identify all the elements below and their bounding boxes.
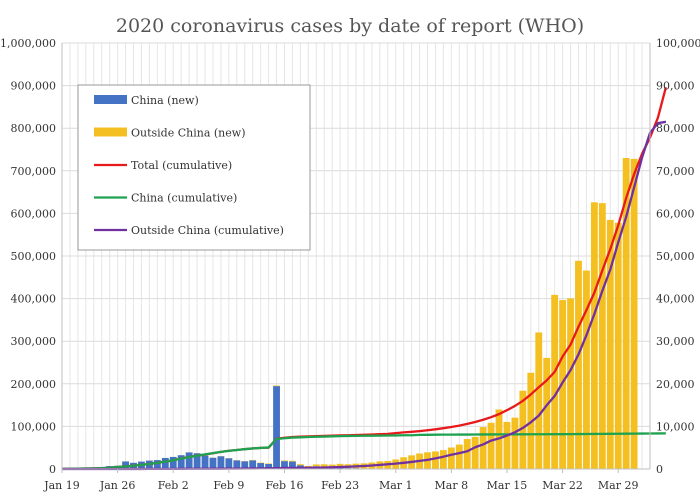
bar-china-new: [289, 461, 296, 469]
bar-outside-china-new: [583, 270, 590, 469]
bar-outside-china-new: [487, 422, 495, 469]
bar-china-new: [122, 461, 129, 469]
bar-outside-china-new: [479, 427, 487, 469]
bar-outside-china-new: [328, 464, 336, 468]
legend-label: Total (cumulative): [131, 159, 232, 172]
left-y-tick-label: 200,000: [11, 378, 57, 391]
bar-outside-china-new: [535, 332, 543, 469]
bar-outside-china-new: [527, 372, 535, 469]
x-tick-label: Mar 1: [379, 479, 413, 492]
bar-outside-china-new: [551, 294, 559, 469]
bar-china-new: [217, 456, 225, 469]
bar-outside-china-new: [289, 460, 296, 462]
bar-outside-china-new: [273, 385, 280, 387]
right-y-tick-label: 40,000: [656, 293, 695, 306]
right-y-tick-label: 0: [656, 463, 663, 476]
right-y-tick-label: 20,000: [656, 378, 695, 391]
bar-china-new: [265, 463, 273, 469]
x-tick-label: Mar 29: [598, 479, 639, 492]
axes: 0 0 100,000 10,000 200,000 20,000 300,000 30,00…: [0, 37, 700, 492]
left-y-tick-label: 300,000: [11, 335, 57, 348]
bar-china-new: [161, 457, 169, 469]
left-y-tick-label: 500,000: [11, 250, 57, 263]
right-y-tick-label: 100,000: [656, 37, 700, 50]
x-tick-label: Feb 23: [321, 479, 359, 492]
bar-china-new: [257, 463, 265, 469]
bar-outside-china-new: [606, 219, 614, 469]
line-china-cumulative: [61, 432, 666, 471]
bar-china-new: [281, 461, 288, 469]
bar-outside-china-new: [614, 222, 622, 469]
bar-china-new: [201, 455, 209, 469]
bar-outside-china-new: [455, 444, 463, 469]
bar-outside-china-new: [567, 298, 574, 469]
bar-outside-china-new: [471, 436, 479, 469]
legend-swatch: [94, 127, 127, 137]
right-y-tick-label: 50,000: [656, 250, 695, 263]
right-y-tick-label: 60,000: [656, 207, 695, 220]
left-y-tick-label: 0: [49, 463, 56, 476]
right-y-tick-label: 80,000: [656, 122, 695, 135]
legend-label: Outside China (cumulative): [131, 224, 284, 237]
x-tick-label: Feb 16: [265, 479, 303, 492]
bar-outside-china-new: [543, 357, 551, 469]
legend-label: Outside China (new): [131, 127, 246, 140]
bar-outside-china-new: [312, 464, 320, 467]
left-y-tick-label: 700,000: [11, 165, 57, 178]
chart-title: 2020 coronavirus cases by date of report…: [116, 15, 584, 37]
x-tick-label: Feb 9: [213, 479, 244, 492]
bar-china-new: [177, 455, 185, 469]
bar-outside-china-new: [622, 158, 630, 469]
bar-china-new: [169, 456, 177, 469]
bar-china-new: [209, 457, 217, 469]
legend-label: China (cumulative): [131, 192, 237, 205]
bar-china-new: [153, 460, 161, 469]
legend-swatch: [94, 95, 127, 104]
bar-china-new: [241, 461, 249, 469]
right-y-tick-label: 70,000: [656, 165, 695, 178]
bar-outside-china-new: [447, 447, 455, 469]
bar-outside-china-new: [590, 202, 598, 469]
x-tick-label: Jan 26: [99, 479, 136, 492]
bar-outside-china-new: [336, 463, 344, 468]
left-y-tick-label: 400,000: [11, 293, 57, 306]
bar-outside-china-new: [463, 439, 471, 469]
bar-outside-china-new: [432, 451, 439, 469]
left-y-tick-label: 600,000: [11, 207, 57, 220]
legend-label: China (new): [131, 94, 199, 107]
legend-box: [77, 84, 311, 251]
bar-china-new: [233, 460, 241, 469]
left-y-tick-label: 800,000: [11, 122, 57, 135]
bar-outside-china-new: [296, 464, 304, 466]
bar-outside-china-new: [320, 464, 328, 467]
left-y-tick-label: 100,000: [11, 420, 57, 433]
right-y-tick-label: 10,000: [656, 420, 695, 433]
right-y-tick-label: 90,000: [656, 80, 695, 93]
bar-outside-china-new: [281, 460, 288, 462]
bar-outside-china-new: [511, 417, 519, 469]
bar-outside-china-new: [503, 421, 511, 469]
left-y-tick-label: 900,000: [11, 80, 57, 93]
x-tick-label: Jan 19: [43, 479, 80, 492]
bar-outside-china-new: [630, 158, 638, 469]
bar-outside-china-new: [439, 450, 447, 469]
left-y-tick-label: 1,000,000: [0, 37, 56, 50]
x-tick-label: Mar 15: [487, 479, 528, 492]
bar-outside-china-new: [598, 203, 606, 469]
bar-china-new: [225, 458, 233, 469]
bar-china-new: [193, 453, 201, 469]
bar-outside-china-new: [519, 390, 527, 469]
x-tick-label: Mar 8: [435, 479, 469, 492]
x-tick-label: Feb 2: [158, 479, 189, 492]
legend: China (new) Outside China (new) Total (cum…: [77, 84, 311, 251]
bar-china-new: [249, 460, 257, 469]
bar-outside-china-new: [575, 260, 582, 469]
x-tick-label: Mar 22: [542, 479, 583, 492]
right-y-tick-label: 30,000: [656, 335, 695, 348]
bar-china-new: [273, 386, 280, 469]
bar-china-new: [185, 452, 193, 469]
